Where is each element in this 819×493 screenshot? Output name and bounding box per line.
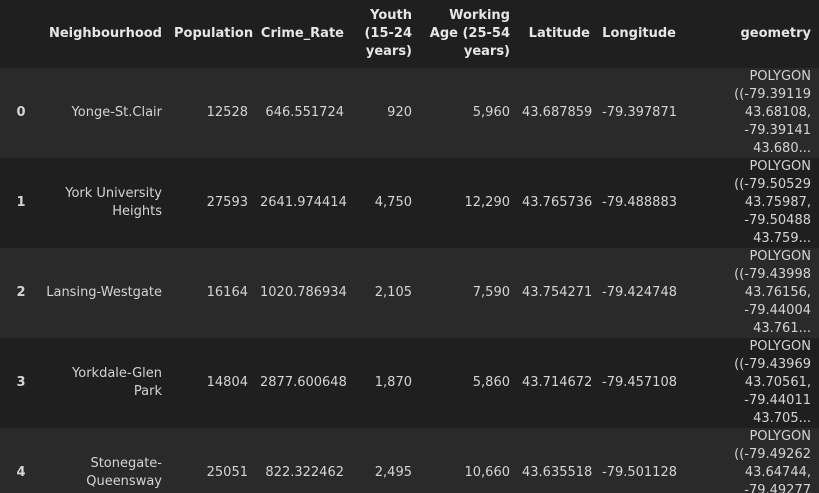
cell-crime-rate: 646.551724 xyxy=(265,105,344,120)
column-header-working-age: Working Age (25-54 years) xyxy=(420,0,518,68)
cell-neighbourhood: Lansing-Westgate xyxy=(42,248,170,338)
cell-geometry-line: 43.76156, xyxy=(744,285,811,300)
cell-population: 14804 xyxy=(206,375,248,390)
cell-crime-rate: 1020.786934 xyxy=(260,285,347,300)
cell-working-age: 7,590 xyxy=(472,285,510,300)
column-header-working-line: Age (25-54 xyxy=(429,26,510,41)
cell-youth: 4,750 xyxy=(374,195,412,210)
cell-population: 12528 xyxy=(206,105,248,120)
table-row: 3 Yorkdale-Glen Park 14804 2877.600648 1… xyxy=(0,338,819,428)
cell-neighbourhood: Yonge-St.Clair xyxy=(42,68,170,158)
cell-neighbourhood-line: Queensway xyxy=(86,474,162,489)
index-header xyxy=(0,0,42,68)
cell-geometry-line: ((-79.50529 xyxy=(734,177,811,192)
cell-crime-rate: 2877.600648 xyxy=(260,375,347,390)
cell-geometry: POLYGON ((-79.49262 43.64744, -79.49277 … xyxy=(684,428,819,493)
cell-latitude: 43.765736 xyxy=(522,195,593,210)
cell-longitude: -79.501128 xyxy=(602,465,677,480)
column-header-longitude: Longitude xyxy=(602,26,676,41)
table-row: 2 Lansing-Westgate 16164 1020.786934 2,1… xyxy=(0,248,819,338)
table-row: 1 York University Heights 27593 2641.974… xyxy=(0,158,819,248)
column-header-latitude: Latitude xyxy=(528,26,590,41)
cell-neighbourhood-line: Park xyxy=(133,384,162,399)
cell-geometry-line: 43.64744, xyxy=(744,465,811,480)
cell-longitude: -79.457108 xyxy=(602,375,677,390)
cell-neighbourhood-line: Heights xyxy=(112,204,162,219)
column-header-geometry: geometry xyxy=(740,26,811,41)
table-row: 4 Stonegate- Queensway 25051 822.322462 … xyxy=(0,428,819,493)
cell-geometry: POLYGON ((-79.39119 43.68108, -79.39141 … xyxy=(684,68,819,158)
cell-latitude: 43.754271 xyxy=(522,285,593,300)
header-row: Neighbourhood Population Crime_Rate Yout… xyxy=(0,0,819,68)
cell-geometry-line: -79.39141 43.680... xyxy=(744,123,811,156)
cell-geometry: POLYGON ((-79.43969 43.70561, -79.44011 … xyxy=(684,338,819,428)
row-index: 0 xyxy=(16,105,26,120)
cell-population: 27593 xyxy=(206,195,248,210)
cell-neighbourhood: York University Heights xyxy=(42,158,170,248)
cell-working-age: 12,290 xyxy=(464,195,511,210)
cell-geometry-line: ((-79.43969 xyxy=(734,357,811,372)
cell-neighbourhood-line: Yorkdale-Glen xyxy=(72,366,162,381)
row-index: 2 xyxy=(16,285,26,300)
cell-youth: 1,870 xyxy=(374,375,412,390)
cell-latitude: 43.687859 xyxy=(522,105,593,120)
row-index: 4 xyxy=(16,465,26,480)
cell-youth: 920 xyxy=(387,105,412,120)
cell-geometry-line: POLYGON xyxy=(749,159,811,174)
cell-longitude: -79.397871 xyxy=(602,105,677,120)
column-header-youth: Youth (15-24 years) xyxy=(352,0,420,68)
cell-neighbourhood-line: Yonge-St.Clair xyxy=(71,105,162,120)
column-header-youth-line: (15-24 xyxy=(364,26,412,41)
cell-working-age: 5,960 xyxy=(472,105,510,120)
column-header-population: Population xyxy=(174,26,254,41)
cell-longitude: -79.488883 xyxy=(602,195,677,210)
cell-neighbourhood-line: York University xyxy=(65,186,162,201)
cell-geometry-line: 43.75987, xyxy=(744,195,811,210)
cell-crime-rate: 2641.974414 xyxy=(260,195,347,210)
cell-neighbourhood-line: Lansing-Westgate xyxy=(46,285,162,300)
cell-neighbourhood: Stonegate- Queensway xyxy=(42,428,170,493)
column-header-neighbourhood: Neighbourhood xyxy=(48,26,162,41)
cell-geometry-line: 43.68108, xyxy=(744,105,811,120)
cell-neighbourhood: Yorkdale-Glen Park xyxy=(42,338,170,428)
cell-geometry-line: -79.49277 43.647... xyxy=(744,483,811,493)
cell-geometry-line: -79.44004 43.761... xyxy=(744,303,811,336)
cell-geometry-line: POLYGON xyxy=(749,249,811,264)
cell-youth: 2,105 xyxy=(374,285,412,300)
table-row: 0 Yonge-St.Clair 12528 646.551724 920 5,… xyxy=(0,68,819,158)
cell-crime-rate: 822.322462 xyxy=(265,465,344,480)
cell-latitude: 43.635518 xyxy=(522,465,593,480)
cell-longitude: -79.424748 xyxy=(602,285,677,300)
cell-population: 25051 xyxy=(206,465,248,480)
cell-latitude: 43.714672 xyxy=(522,375,593,390)
cell-geometry-line: ((-79.39119 xyxy=(734,87,811,102)
cell-geometry-line: ((-79.49262 xyxy=(734,447,811,462)
cell-geometry-line: POLYGON xyxy=(749,69,811,84)
cell-geometry-line: POLYGON xyxy=(749,429,811,444)
cell-working-age: 10,660 xyxy=(464,465,511,480)
row-index: 3 xyxy=(16,375,26,390)
cell-working-age: 5,860 xyxy=(472,375,510,390)
cell-geometry-line: 43.70561, xyxy=(744,375,811,390)
cell-geometry-line: POLYGON xyxy=(749,339,811,354)
column-header-youth-line: years) xyxy=(365,44,412,59)
cell-geometry-line: -79.44011 43.705... xyxy=(744,393,811,426)
column-header-working-line: Working xyxy=(449,8,510,23)
row-index: 1 xyxy=(16,195,26,210)
column-header-crime-rate: Crime_Rate xyxy=(260,26,344,41)
cell-geometry: POLYGON ((-79.43998 43.76156, -79.44004 … xyxy=(684,248,819,338)
cell-geometry: POLYGON ((-79.50529 43.75987, -79.50488 … xyxy=(684,158,819,248)
column-header-youth-line: Youth xyxy=(370,8,412,23)
cell-geometry-line: -79.50488 43.759... xyxy=(744,213,811,246)
cell-neighbourhood-line: Stonegate- xyxy=(90,456,162,471)
cell-geometry-line: ((-79.43998 xyxy=(734,267,811,282)
cell-population: 16164 xyxy=(206,285,248,300)
column-header-working-line: years) xyxy=(463,44,510,59)
cell-youth: 2,495 xyxy=(374,465,412,480)
